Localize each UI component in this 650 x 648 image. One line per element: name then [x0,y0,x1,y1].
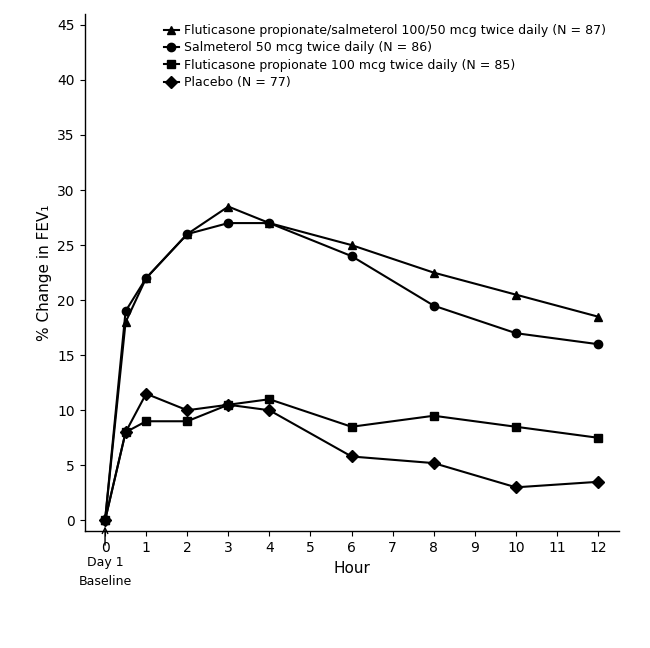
Fluticasone propionate 100 mcg twice daily (N = 85) [183,417,191,425]
Fluticasone propionate 100 mcg twice daily (N = 85) [348,423,356,431]
X-axis label: Hour: Hour [333,561,370,575]
Line: Salmeterol 50 mcg twice daily (N = 86): Salmeterol 50 mcg twice daily (N = 86) [101,219,603,524]
Fluticasone propionate 100 mcg twice daily (N = 85) [224,401,232,409]
Line: Placebo (N = 77): Placebo (N = 77) [101,389,603,524]
Fluticasone propionate 100 mcg twice daily (N = 85) [101,516,109,524]
Salmeterol 50 mcg twice daily (N = 86) [265,219,273,227]
Placebo (N = 77) [348,452,356,460]
Fluticasone propionate 100 mcg twice daily (N = 85) [122,428,129,436]
Fluticasone propionate 100 mcg twice daily (N = 85) [142,417,150,425]
Line: Fluticasone propionate 100 mcg twice daily (N = 85): Fluticasone propionate 100 mcg twice dai… [101,395,603,524]
Placebo (N = 77) [430,459,437,467]
Salmeterol 50 mcg twice daily (N = 86) [142,274,150,282]
Salmeterol 50 mcg twice daily (N = 86) [101,516,109,524]
Text: Baseline: Baseline [79,575,132,588]
Fluticasone propionate/salmeterol 100/50 mcg twice daily (N = 87) [594,313,602,321]
Fluticasone propionate/salmeterol 100/50 mcg twice daily (N = 87) [430,269,437,277]
Fluticasone propionate 100 mcg twice daily (N = 85) [430,412,437,420]
Fluticasone propionate 100 mcg twice daily (N = 85) [594,434,602,442]
Y-axis label: % Change in FEV₁: % Change in FEV₁ [36,204,51,341]
Fluticasone propionate/salmeterol 100/50 mcg twice daily (N = 87) [224,203,232,211]
Placebo (N = 77) [265,406,273,414]
Salmeterol 50 mcg twice daily (N = 86) [122,307,129,315]
Placebo (N = 77) [512,483,520,491]
Fluticasone propionate/salmeterol 100/50 mcg twice daily (N = 87) [512,291,520,299]
Fluticasone propionate 100 mcg twice daily (N = 85) [512,423,520,431]
Fluticasone propionate/salmeterol 100/50 mcg twice daily (N = 87) [265,219,273,227]
Placebo (N = 77) [224,401,232,409]
Text: Day 1: Day 1 [86,555,124,568]
Placebo (N = 77) [594,478,602,486]
Placebo (N = 77) [101,516,109,524]
Salmeterol 50 mcg twice daily (N = 86) [594,340,602,348]
Placebo (N = 77) [183,406,191,414]
Placebo (N = 77) [122,428,129,436]
Salmeterol 50 mcg twice daily (N = 86) [224,219,232,227]
Fluticasone propionate/salmeterol 100/50 mcg twice daily (N = 87) [183,230,191,238]
Salmeterol 50 mcg twice daily (N = 86) [183,230,191,238]
Legend: Fluticasone propionate/salmeterol 100/50 mcg twice daily (N = 87), Salmeterol 50: Fluticasone propionate/salmeterol 100/50… [160,20,610,93]
Fluticasone propionate/salmeterol 100/50 mcg twice daily (N = 87) [142,274,150,282]
Salmeterol 50 mcg twice daily (N = 86) [512,329,520,337]
Fluticasone propionate/salmeterol 100/50 mcg twice daily (N = 87) [348,241,356,249]
Fluticasone propionate/salmeterol 100/50 mcg twice daily (N = 87) [122,318,129,326]
Salmeterol 50 mcg twice daily (N = 86) [430,302,437,310]
Fluticasone propionate 100 mcg twice daily (N = 85) [265,395,273,403]
Fluticasone propionate/salmeterol 100/50 mcg twice daily (N = 87) [101,516,109,524]
Line: Fluticasone propionate/salmeterol 100/50 mcg twice daily (N = 87): Fluticasone propionate/salmeterol 100/50… [101,202,603,524]
Salmeterol 50 mcg twice daily (N = 86) [348,252,356,260]
Placebo (N = 77) [142,390,150,398]
